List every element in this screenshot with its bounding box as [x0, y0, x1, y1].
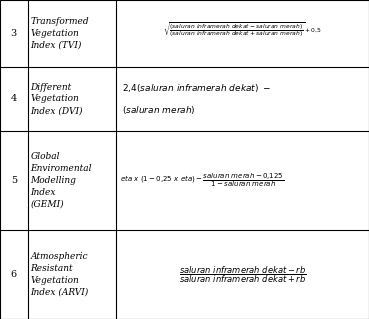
Text: 3: 3 [11, 29, 17, 38]
Text: $\mathit{(saluran\ merah)}$: $\mathit{(saluran\ merah)}$ [122, 104, 196, 116]
Text: Atmospheric
Resistant
Vegetation
Index (ARVI): Atmospheric Resistant Vegetation Index (… [31, 252, 89, 297]
Text: $\mathit{2{,}4(saluran\ inframerah\ dekat)\ -}$: $\mathit{2{,}4(saluran\ inframerah\ deka… [122, 82, 271, 94]
Text: $\sqrt{\dfrac{\mathit{(saluran\ inframerah\ dekat-saluran\ merah)}}{\mathit{(sal: $\sqrt{\dfrac{\mathit{(saluran\ inframer… [163, 21, 322, 39]
Text: $\dfrac{\mathit{saluran\ inframerah\ dekat-rb}}{\mathit{saluran\ inframerah\ dek: $\dfrac{\mathit{saluran\ inframerah\ dek… [179, 264, 306, 285]
Text: Different
Vegetation
Index (DVI): Different Vegetation Index (DVI) [31, 83, 83, 115]
Text: 6: 6 [11, 270, 17, 279]
Text: 4: 4 [11, 94, 17, 103]
Text: $\mathit{eta\ x\ (1-0{,}25\ x\ eta)-}\dfrac{\mathit{saluran\ merah-0{,}125}}{\ma: $\mathit{eta\ x\ (1-0{,}25\ x\ eta)-}\df… [120, 172, 284, 189]
Text: Transformed
Vegetation
Index (TVI): Transformed Vegetation Index (TVI) [31, 17, 89, 50]
Text: 5: 5 [11, 176, 17, 185]
Text: Global
Enviromental
Modelling
Index
(GEMI): Global Enviromental Modelling Index (GEM… [31, 152, 92, 208]
